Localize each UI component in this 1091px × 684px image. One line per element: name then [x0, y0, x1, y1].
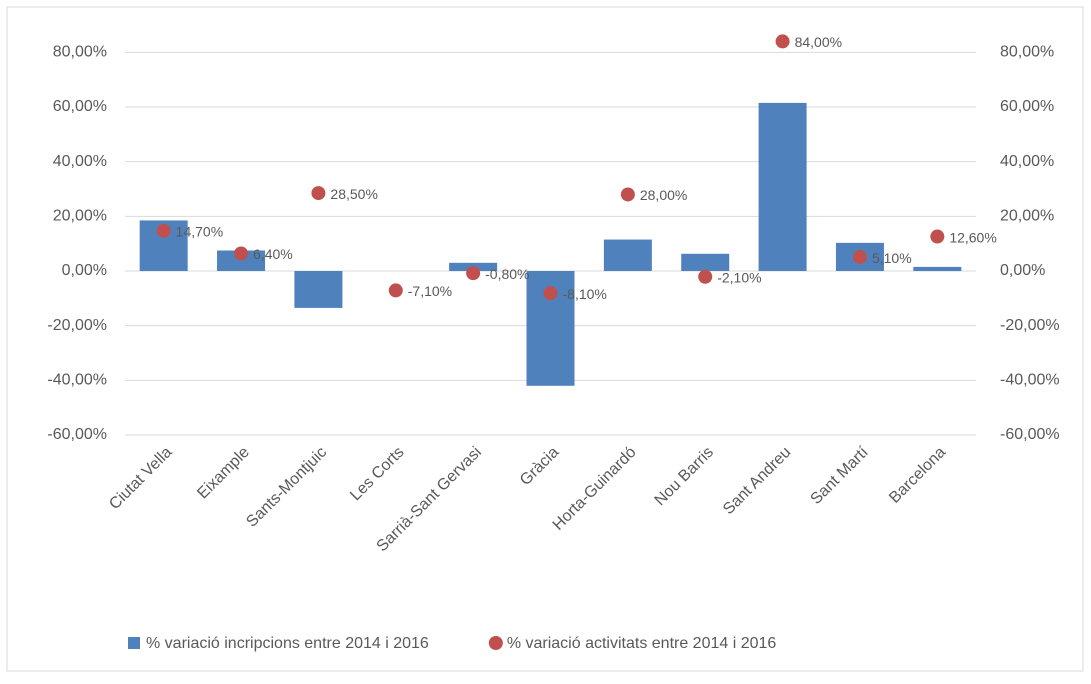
y2-tick-label: -20,00% — [1000, 317, 1060, 334]
data-label: 84,00% — [795, 34, 842, 50]
dot — [930, 229, 945, 244]
dot — [466, 266, 481, 281]
y2-tick-label: 20,00% — [1000, 208, 1054, 225]
y2-tick-label: 80,00% — [1000, 44, 1054, 61]
dot — [234, 246, 249, 261]
dot — [543, 286, 558, 301]
legend-swatch — [128, 637, 140, 649]
data-label: -2,10% — [717, 269, 761, 285]
dot — [388, 283, 403, 298]
y2-tick-label: 0,00% — [1000, 262, 1045, 279]
dot — [775, 34, 790, 49]
legend-label: % variació incripcions entre 2014 i 2016 — [146, 635, 429, 652]
bar — [681, 253, 730, 271]
dot — [852, 250, 867, 265]
data-label: -7,10% — [408, 283, 452, 299]
data-label: 28,00% — [640, 187, 687, 203]
bar — [603, 239, 652, 271]
y-tick-label: 0,00% — [62, 262, 107, 279]
dot — [698, 269, 713, 284]
y2-tick-label: 60,00% — [1000, 98, 1054, 115]
y-tick-label: 40,00% — [53, 153, 107, 170]
dot — [620, 187, 635, 202]
bar — [294, 271, 343, 308]
y2-tick-label: 40,00% — [1000, 153, 1054, 170]
y-tick-label: -20,00% — [47, 317, 107, 334]
data-label: 5,10% — [872, 250, 912, 266]
data-label: -0,80% — [485, 266, 529, 282]
y2-tick-label: -60,00% — [1000, 426, 1060, 443]
data-label: -8,10% — [563, 286, 607, 302]
bar — [758, 102, 807, 272]
y-tick-label: 60,00% — [53, 98, 107, 115]
bar — [913, 266, 962, 271]
bar — [217, 250, 266, 271]
dot — [311, 186, 326, 201]
data-label: 14,70% — [176, 224, 223, 240]
y-tick-label: 80,00% — [53, 44, 107, 61]
legend-label: % variació activitats entre 2014 i 2016 — [507, 635, 777, 652]
legend-swatch — [488, 636, 503, 650]
data-label: 28,50% — [330, 186, 377, 202]
data-label: 6,40% — [253, 246, 293, 262]
y2-tick-label: -40,00% — [1000, 372, 1060, 389]
data-label: 12,60% — [949, 229, 996, 245]
y-tick-label: -60,00% — [47, 426, 107, 443]
dot — [156, 223, 171, 238]
y-tick-label: -40,00% — [47, 372, 107, 389]
y-tick-label: 20,00% — [53, 208, 107, 225]
